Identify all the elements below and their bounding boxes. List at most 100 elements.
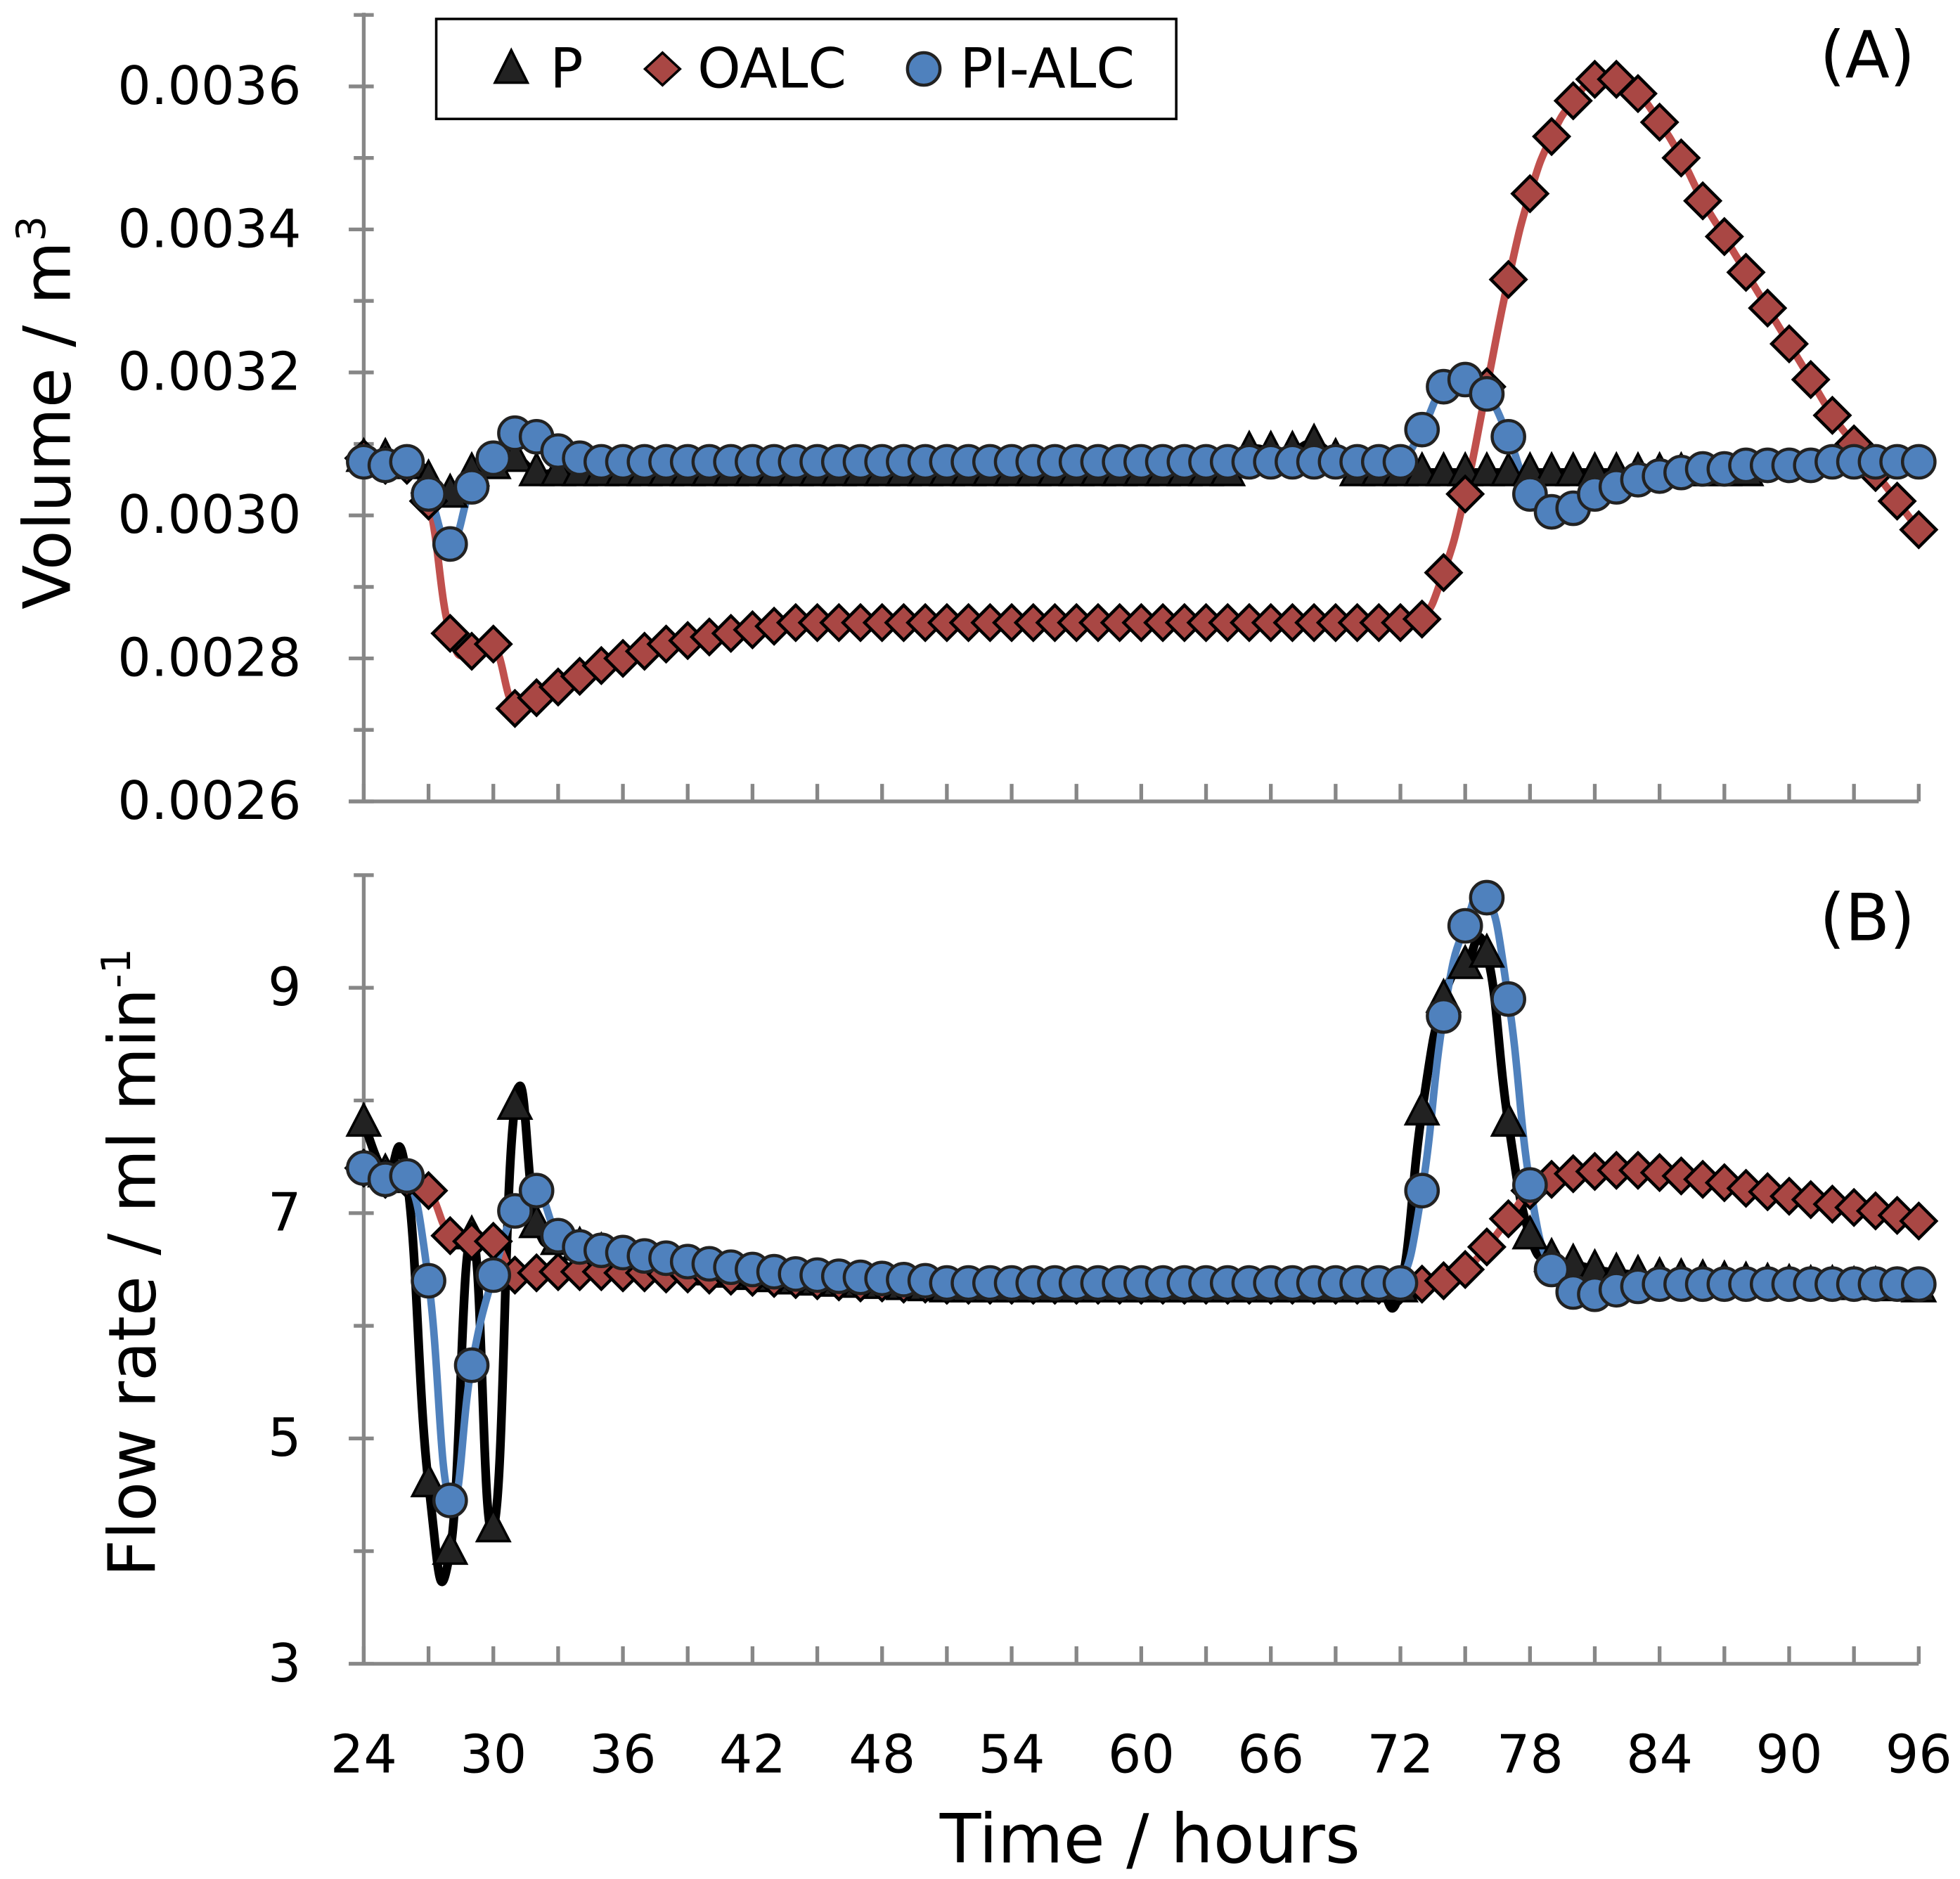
data-point-oalc	[1791, 359, 1831, 400]
data-point-pi-alc	[432, 1483, 468, 1518]
x-tick-label: 96	[1885, 1724, 1952, 1786]
series-line-pi-alc	[361, 886, 1919, 1507]
x-tick-label: 60	[1108, 1724, 1175, 1786]
data-point-oalc	[1445, 474, 1485, 514]
data-point-pi-alc	[411, 476, 446, 512]
x-tick-label: 90	[1755, 1724, 1822, 1786]
y-tick-label: 0.0036	[117, 56, 301, 117]
data-point-p	[1490, 1102, 1527, 1137]
data-point-pi-alc	[1900, 1266, 1937, 1303]
data-point-oalc	[1661, 138, 1701, 178]
x-tick-label: 30	[460, 1724, 527, 1786]
data-point-oalc	[1812, 395, 1852, 435]
data-point-p	[410, 1461, 447, 1497]
data-point-pi-alc	[475, 1257, 512, 1293]
data-point-pi-alc	[1447, 908, 1483, 944]
data-point-p	[1468, 932, 1505, 968]
data-point-oalc	[1877, 481, 1917, 521]
data-point-oalc	[1899, 1201, 1939, 1241]
legend-diamond-icon	[643, 51, 682, 87]
x-tick-label: 36	[590, 1724, 657, 1786]
data-point-pi-alc	[475, 440, 512, 477]
legend: P OALC PI-ALC	[434, 18, 1178, 120]
data-point-oalc	[1618, 74, 1658, 114]
y-axis-title-a: Volume / m3	[8, 216, 86, 609]
y-axis-title-b: Flow rate / ml min-1	[94, 948, 171, 1577]
legend-label-pi-alc: PI-ALC	[960, 37, 1135, 101]
y-tick-label: 9	[268, 957, 302, 1018]
data-point-oalc	[473, 624, 513, 664]
x-tick-label: 42	[719, 1724, 786, 1786]
y-axis-title-a-text: Volume / m	[10, 241, 86, 609]
data-point-oalc	[1488, 1199, 1528, 1239]
panel-a-volume: 0.0026 0.0028 0.0030 0.0032 0.0034 0.0036	[117, 13, 1939, 832]
x-tick-label: 66	[1237, 1724, 1304, 1786]
y-axis-title-a-superscript: 3	[8, 216, 55, 241]
legend-label-p: P	[550, 37, 583, 101]
x-axis-title: Time / hours	[939, 1800, 1360, 1879]
data-point-p	[475, 1507, 512, 1543]
x-tick-label: 84	[1626, 1724, 1693, 1786]
data-point-oalc	[1726, 252, 1766, 292]
data-point-pi-alc	[389, 1158, 425, 1194]
data-point-pi-alc	[1900, 444, 1937, 480]
data-point-pi-alc	[1490, 981, 1526, 1017]
panel-b-flow-rate: 3 5 7 9 24 30 36 42 48 54 60 66 72 78 84 90 96	[268, 873, 1952, 1786]
x-tick-label: 78	[1497, 1724, 1564, 1786]
data-point-p	[345, 1102, 382, 1137]
data-point-oalc	[1639, 102, 1679, 142]
data-point-p	[496, 1084, 534, 1121]
y-tick-label: 7	[268, 1182, 302, 1244]
data-point-oalc	[1445, 1249, 1485, 1289]
data-point-pi-alc	[497, 1193, 533, 1229]
data-point-oalc	[1704, 217, 1744, 257]
y-tick-label: 0.0034	[117, 198, 301, 259]
data-point-oalc	[1402, 599, 1442, 639]
data-point-pi-alc	[411, 1263, 446, 1299]
data-point-oalc	[1424, 553, 1464, 593]
y-tick-label: 3	[268, 1633, 302, 1694]
data-point-oalc	[1683, 181, 1723, 221]
data-point-pi-alc	[389, 444, 425, 480]
data-point-oalc	[1553, 81, 1593, 121]
x-tick-label: 24	[330, 1724, 397, 1786]
data-point-pi-alc	[1404, 1173, 1440, 1209]
data-point-pi-alc	[1382, 444, 1419, 480]
data-point-p	[432, 1530, 469, 1565]
data-point-pi-alc	[1533, 1251, 1570, 1288]
legend-triangle-icon	[493, 47, 530, 84]
panel-label-a: (A)	[1820, 18, 1915, 93]
panel-label-b: (B)	[1819, 879, 1915, 955]
data-point-oalc	[1532, 117, 1572, 157]
x-tick-label: 48	[849, 1724, 915, 1786]
data-point-pi-alc	[1490, 418, 1526, 455]
data-point-oalc	[1466, 1227, 1507, 1267]
legend-box	[434, 18, 1178, 120]
data-point-pi-alc	[432, 526, 468, 562]
data-point-oalc	[430, 613, 470, 654]
data-point-p	[1403, 1090, 1440, 1126]
data-point-pi-alc	[1469, 375, 1505, 412]
data-point-pi-alc	[453, 1347, 490, 1383]
y-tick-label: 0.0028	[117, 628, 301, 689]
data-point-pi-alc	[1404, 411, 1440, 448]
data-point-pi-alc	[1512, 1167, 1548, 1203]
legend-label-oalc: OALC	[697, 37, 846, 101]
y-axis-title-b-text: Flow rate / ml min	[94, 988, 170, 1577]
data-point-pi-alc	[1469, 879, 1505, 916]
data-point-pi-alc	[1382, 1265, 1419, 1301]
data-point-p	[1511, 1214, 1549, 1250]
data-point-oalc	[1488, 259, 1528, 299]
data-point-pi-alc	[1426, 997, 1462, 1034]
y-tick-label: 0.0030	[117, 484, 301, 545]
data-point-oalc	[1510, 174, 1550, 214]
data-point-oalc	[1748, 288, 1788, 328]
y-tick-label: 5	[268, 1407, 302, 1468]
x-tick-label: 72	[1367, 1724, 1434, 1786]
y-tick-label: 0.0026	[117, 770, 301, 832]
data-point-oalc	[1769, 324, 1810, 364]
y-axis-title-b-superscript: -1	[94, 948, 140, 988]
legend-circle-icon	[905, 51, 942, 87]
data-point-oalc	[1899, 510, 1939, 550]
